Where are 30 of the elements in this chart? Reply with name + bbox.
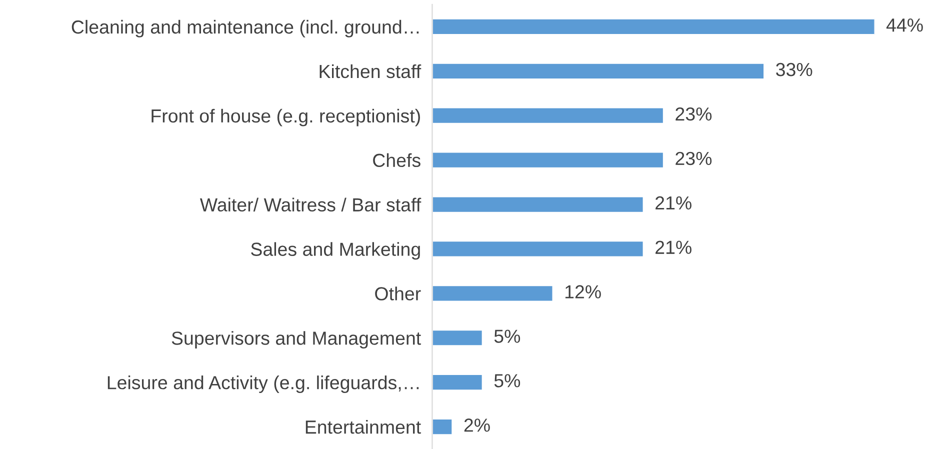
data-label: 44%: [886, 18, 923, 32]
y-tick-label: Cleaning and maintenance (incl. ground…: [72, 20, 419, 38]
bar: [432, 151, 664, 169]
bar: [432, 62, 765, 80]
data-label: 2%: [464, 418, 490, 432]
bar: [432, 196, 644, 214]
data-label: 5%: [494, 330, 520, 343]
y-tick-label: Entertainment: [306, 420, 421, 434]
y-tick-label: Leisure and Activity (e.g. lifeguards,…: [108, 376, 419, 394]
bar: [432, 284, 554, 302]
y-tick-label: Front of house (e.g. receptionist): [152, 108, 420, 126]
data-label: 12%: [565, 285, 601, 298]
data-label: 23%: [676, 152, 712, 166]
y-tick-label: Chefs: [373, 153, 420, 168]
y-tick-label: Other: [375, 286, 421, 300]
bar: [432, 240, 644, 258]
bar: [432, 418, 454, 436]
y-tick-label: Kitchen staff: [320, 64, 422, 78]
bar: [432, 106, 664, 124]
bar: [432, 18, 875, 36]
y-tick-label: Supervisors and Management: [172, 331, 421, 349]
bar: [432, 329, 484, 347]
data-label: 21%: [656, 240, 692, 254]
data-label: 23%: [676, 107, 712, 121]
data-label: 33%: [776, 62, 812, 76]
data-label: 21%: [656, 196, 692, 210]
data-label: 5%: [494, 374, 520, 388]
bar: [432, 374, 484, 392]
y-tick-label: Waiter/ Waitress / Bar staff: [200, 198, 422, 212]
y-tick-label: Sales and Marketing: [251, 242, 420, 260]
